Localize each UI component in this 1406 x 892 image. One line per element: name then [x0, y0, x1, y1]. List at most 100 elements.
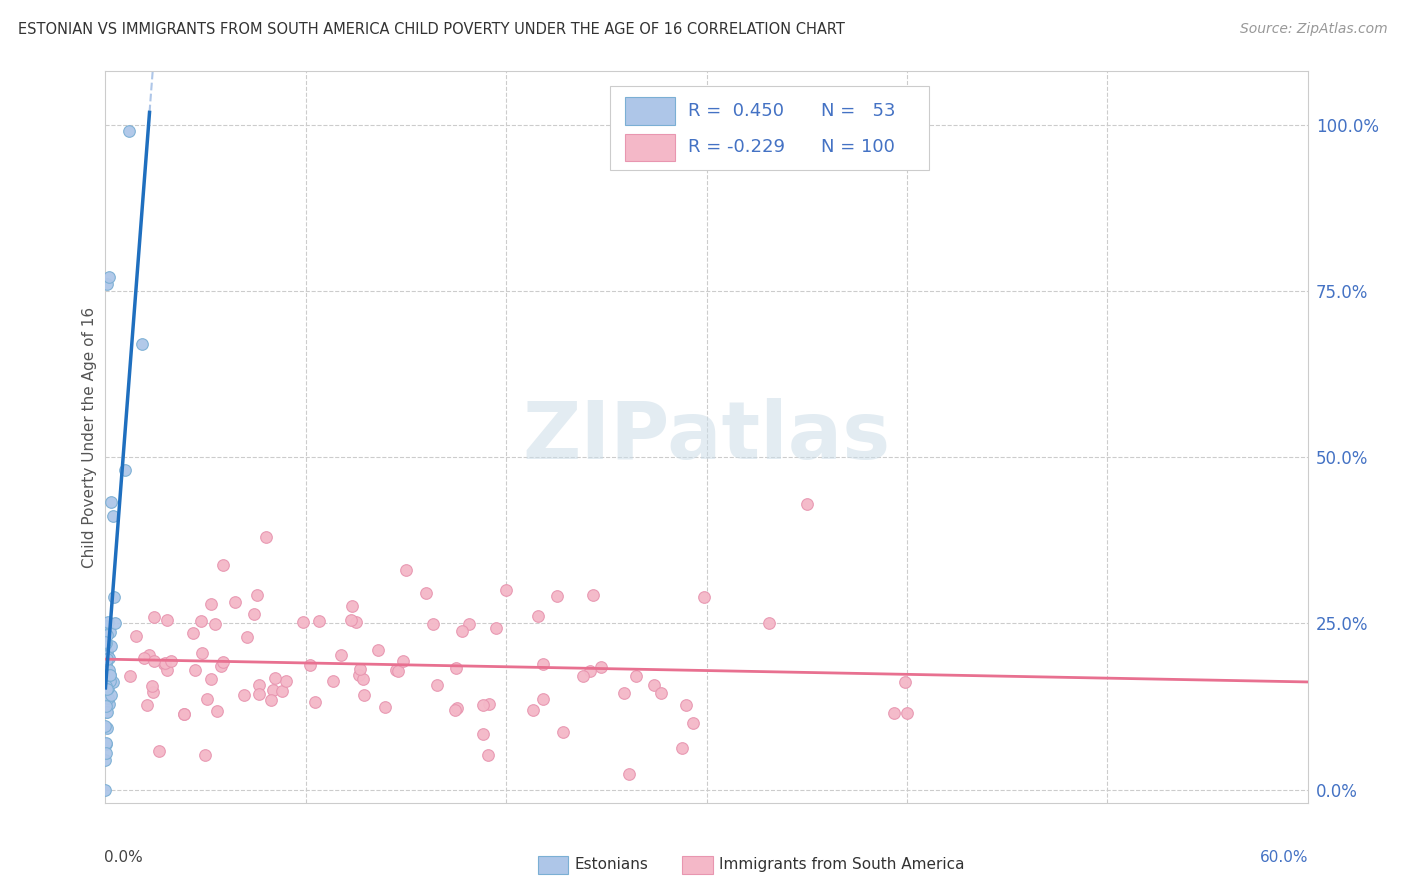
Point — [260, 693, 283, 707]
Point — [142, 654, 165, 668]
Point — [103, 590, 125, 604]
Point — [97, 672, 120, 686]
Point — [94, 681, 117, 696]
Point — [444, 660, 467, 674]
Bar — [624, 134, 675, 161]
Point — [156, 663, 179, 677]
Point — [471, 698, 494, 713]
Point — [96, 673, 118, 688]
Point — [254, 530, 277, 544]
Point — [97, 615, 120, 629]
Point — [94, 654, 117, 668]
Point — [212, 558, 235, 573]
Point — [100, 495, 122, 509]
Point — [94, 619, 117, 633]
Point — [98, 668, 121, 682]
Point — [195, 692, 218, 706]
Point — [96, 674, 118, 689]
Point — [104, 616, 127, 631]
Point — [96, 644, 118, 658]
Text: R =  0.450: R = 0.450 — [689, 102, 785, 120]
Point — [98, 270, 121, 285]
Point — [249, 686, 271, 700]
Point — [94, 782, 117, 797]
Point — [373, 700, 395, 714]
Point — [94, 719, 117, 733]
Point — [578, 664, 600, 678]
Point — [883, 706, 905, 721]
Text: ESTONIAN VS IMMIGRANTS FROM SOUTH AMERICA CHILD POVERTY UNDER THE AGE OF 16 CORR: ESTONIAN VS IMMIGRANTS FROM SOUTH AMERIC… — [18, 22, 845, 37]
Point — [94, 649, 117, 664]
Text: Immigrants from South America: Immigrants from South America — [718, 857, 965, 872]
Point — [613, 686, 636, 700]
Point — [183, 663, 205, 677]
Point — [395, 563, 418, 577]
Text: Source: ZipAtlas.com: Source: ZipAtlas.com — [1240, 22, 1388, 37]
Text: N =   53: N = 53 — [821, 102, 896, 120]
Point — [353, 688, 375, 702]
Point — [94, 679, 117, 693]
Point — [224, 594, 246, 608]
Point — [173, 706, 195, 721]
Point — [457, 617, 479, 632]
Point — [527, 608, 550, 623]
Point — [522, 703, 544, 717]
Point — [97, 681, 120, 695]
Point — [103, 675, 125, 690]
Point — [589, 659, 612, 673]
Y-axis label: Child Poverty Under the Age of 16: Child Poverty Under the Age of 16 — [82, 307, 97, 567]
Point — [204, 616, 226, 631]
Point — [617, 766, 640, 780]
Point — [94, 746, 117, 760]
Point — [96, 664, 118, 678]
Point — [263, 671, 285, 685]
Point — [148, 744, 170, 758]
Point — [200, 597, 222, 611]
Point — [96, 693, 118, 707]
Point — [531, 657, 554, 671]
Point — [367, 642, 389, 657]
Point — [114, 463, 136, 477]
Point — [131, 337, 153, 351]
Point — [94, 737, 117, 751]
Point — [120, 669, 142, 683]
Point — [136, 698, 159, 712]
Point — [472, 727, 495, 741]
Point — [94, 698, 117, 713]
Point — [758, 615, 780, 630]
Point — [94, 670, 117, 684]
Point — [392, 654, 415, 668]
Point — [97, 697, 120, 711]
Bar — [624, 97, 675, 125]
Point — [415, 586, 437, 600]
Point — [553, 725, 575, 739]
Point — [478, 697, 501, 711]
Point — [342, 599, 364, 613]
Point — [308, 614, 330, 628]
Point — [96, 651, 118, 665]
Point — [650, 686, 672, 700]
Point — [426, 678, 449, 692]
Point — [142, 610, 165, 624]
Point — [322, 674, 344, 689]
Point — [682, 716, 704, 731]
Point — [387, 664, 409, 678]
Point — [236, 630, 259, 644]
Point — [96, 705, 118, 719]
Point — [796, 497, 818, 511]
Point — [132, 651, 155, 665]
Point — [347, 668, 370, 682]
Point — [138, 648, 160, 662]
Point — [103, 508, 125, 523]
Point — [385, 663, 408, 677]
Point — [344, 615, 367, 629]
Text: Estonians: Estonians — [574, 857, 648, 872]
Point — [624, 669, 647, 683]
Point — [100, 689, 122, 703]
Point — [96, 277, 118, 292]
Point — [291, 615, 314, 629]
Point — [245, 588, 267, 602]
Point — [643, 678, 665, 692]
Point — [142, 685, 165, 699]
Point — [262, 682, 284, 697]
